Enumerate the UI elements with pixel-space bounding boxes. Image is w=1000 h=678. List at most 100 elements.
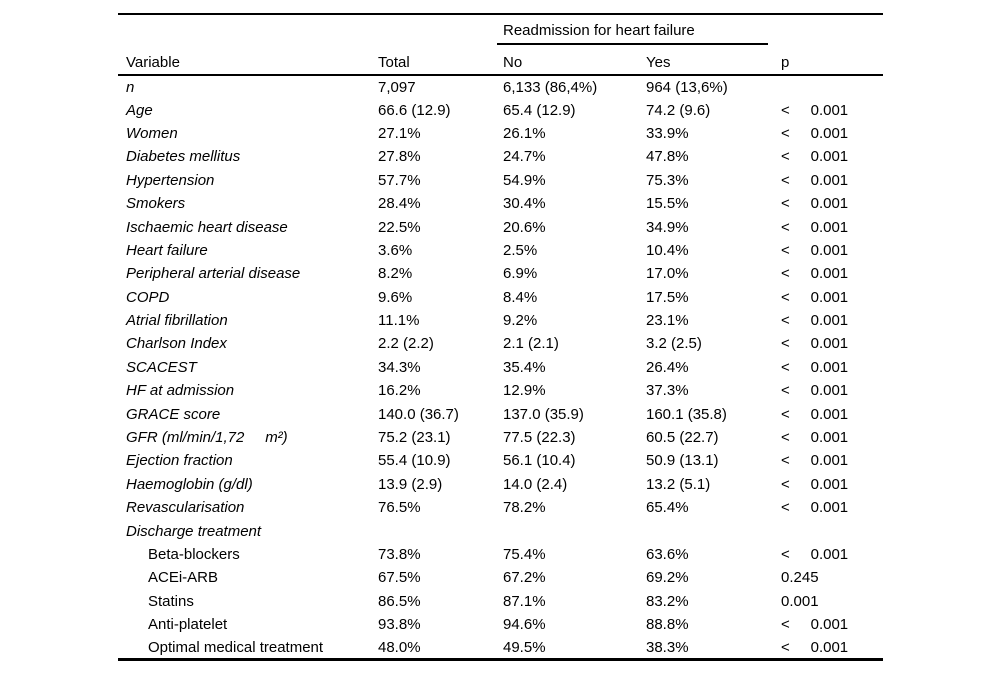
cell-total: 140.0 (36.7): [378, 405, 459, 423]
cell-total: 57.7%: [378, 171, 421, 189]
cell-no: 67.2%: [503, 569, 546, 587]
cell-yes: 17.5%: [646, 288, 689, 306]
table-row: n 7,097 6,133 (86,4%) 964 (13,6%): [118, 75, 883, 98]
cell-no: 137.0 (35.9): [503, 405, 584, 423]
cell-variable: Atrial fibrillation: [126, 312, 228, 330]
statistics-table-container: Readmission for heart failure Variable T…: [118, 13, 883, 662]
cell-yes: 47.8%: [646, 148, 689, 166]
cell-total: 76.5%: [378, 499, 421, 517]
table-row: Anti-platelet 93.8% 94.6% 88.8% < 0.001: [118, 613, 883, 636]
cell-total: 73.8%: [378, 546, 421, 563]
cell-no: 54.9%: [503, 171, 546, 189]
cell-total: [378, 519, 503, 542]
cell-yes: 38.3%: [646, 638, 689, 656]
cell-p: < 0.001: [781, 499, 849, 517]
cell-total: 93.8%: [378, 616, 421, 634]
cell-yes: 83.2%: [646, 592, 689, 610]
cell-total: 66.6 (12.9): [378, 101, 451, 119]
table-row: Revascularisation 76.5% 78.2% 65.4% < 0.…: [118, 496, 883, 519]
cell-total: 13.9 (2.9): [378, 475, 443, 493]
cell-p: < 0.001: [781, 546, 849, 563]
cell-variable: HF at admission: [126, 382, 235, 400]
cell-total: 27.8%: [378, 148, 421, 166]
cell-p: 0.245: [781, 569, 819, 587]
cell-yes: 60.5 (22.7): [646, 429, 719, 447]
cell-variable: Optimal medical treatment: [148, 638, 324, 656]
table-row: Age 66.6 (12.9) 65.4 (12.9) 74.2 (9.6) <…: [118, 98, 883, 121]
col-header-p: p: [779, 45, 883, 76]
cell-variable: COPD: [126, 288, 170, 306]
cell-yes: 74.2 (9.6): [646, 101, 711, 119]
cell-variable: Statins: [148, 592, 194, 610]
cell-total: 27.1%: [378, 124, 421, 142]
col-header-total: Total: [378, 45, 503, 76]
cell-total: 67.5%: [378, 569, 421, 587]
table-row: SCACEST 34.3% 35.4% 26.4% < 0.001: [118, 356, 883, 379]
cell-p: < 0.001: [781, 124, 849, 142]
span-header-label: Readmission for heart failure: [503, 22, 695, 39]
col-header-variable: Variable: [118, 45, 378, 76]
cell-no: 6.9%: [503, 265, 538, 283]
cell-no: 78.2%: [503, 499, 546, 517]
cell-total: 8.2%: [378, 265, 413, 283]
cell-variable: Haemoglobin (g/dl): [126, 475, 253, 493]
cell-no: 65.4 (12.9): [503, 101, 576, 119]
cell-yes: 23.1%: [646, 312, 689, 330]
table-row: Haemoglobin (g/dl) 13.9 (2.9) 14.0 (2.4)…: [118, 473, 883, 496]
cell-variable: Charlson Index: [126, 335, 227, 353]
cell-yes: 50.9 (13.1): [646, 452, 719, 470]
statistics-table: Readmission for heart failure Variable T…: [118, 13, 883, 662]
cell-variable: Women: [126, 124, 178, 142]
cell-yes: 17.0%: [646, 265, 689, 283]
cell-p: 0.001: [781, 592, 819, 610]
cell-p: < 0.001: [781, 241, 849, 259]
cell-p: < 0.001: [781, 171, 849, 189]
cell-no: 77.5 (22.3): [503, 429, 576, 447]
cell-yes: 10.4%: [646, 241, 689, 259]
table-row: Smokers 28.4% 30.4% 15.5% < 0.001: [118, 192, 883, 215]
cell-p: < 0.001: [781, 312, 849, 330]
cell-variable: GFR (ml/min/1,72 m²): [126, 429, 288, 447]
cell-yes: 964 (13,6%): [646, 78, 728, 96]
table-row: Women 27.1% 26.1% 33.9% < 0.001: [118, 122, 883, 145]
cell-p: < 0.001: [781, 288, 849, 306]
table-row: COPD 9.6% 8.4% 17.5% < 0.001: [118, 286, 883, 309]
cell-total: 11.1%: [378, 312, 420, 330]
span-header-underline: Readmission for heart failure: [497, 22, 768, 45]
cell-yes: 88.8%: [646, 616, 689, 634]
span-header-cell: Readmission for heart failure: [497, 14, 779, 45]
cell-variable: n: [126, 78, 135, 96]
cell-p: < 0.001: [781, 101, 849, 119]
cell-variable: ACEi-ARB: [148, 569, 219, 587]
cell-variable: SCACEST: [126, 358, 197, 376]
table-header: Readmission for heart failure Variable T…: [118, 14, 883, 76]
cell-no: 6,133 (86,4%): [503, 78, 598, 96]
cell-variable: Ejection fraction: [126, 452, 233, 470]
cell-variable: Ischaemic heart disease: [126, 218, 288, 236]
cell-yes: 15.5%: [646, 195, 689, 213]
cell-p: < 0.001: [781, 335, 849, 353]
table-row: Charlson Index 2.2 (2.2) 2.1 (2.1) 3.2 (…: [118, 332, 883, 355]
cell-p: < 0.001: [781, 475, 849, 493]
cell-total: 48.0%: [378, 638, 421, 656]
cell-yes: 160.1 (35.8): [646, 405, 727, 423]
cell-total: 3.6%: [378, 241, 413, 259]
table-row: HF at admission 16.2% 12.9% 37.3% < 0.00…: [118, 379, 883, 402]
cell-total: 86.5%: [378, 592, 421, 610]
cell-p: < 0.001: [781, 265, 849, 283]
cell-no: 2.5%: [503, 241, 538, 259]
table-row: Beta-blockers 73.8% 75.4% 63.6% < 0.001: [118, 543, 883, 566]
cell-yes: 69.2%: [646, 569, 689, 587]
cell-no: 12.9%: [503, 382, 546, 400]
cell-yes: 37.3%: [646, 382, 689, 400]
cell-p: < 0.001: [781, 218, 849, 236]
cell-p: [779, 75, 883, 98]
cell-variable: Anti-platelet: [148, 616, 228, 634]
cell-variable: Diabetes mellitus: [126, 148, 241, 166]
cell-variable: Revascularisation: [126, 499, 245, 517]
cell-no: 24.7%: [503, 148, 546, 166]
table-row: Hypertension 57.7% 54.9% 75.3% < 0.001: [118, 169, 883, 192]
table-row: Ischaemic heart disease 22.5% 20.6% 34.9…: [118, 215, 883, 238]
cell-no: 94.6%: [503, 616, 546, 634]
